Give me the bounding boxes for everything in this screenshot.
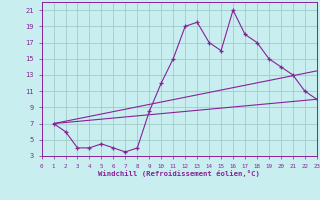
X-axis label: Windchill (Refroidissement éolien,°C): Windchill (Refroidissement éolien,°C) bbox=[98, 170, 260, 177]
